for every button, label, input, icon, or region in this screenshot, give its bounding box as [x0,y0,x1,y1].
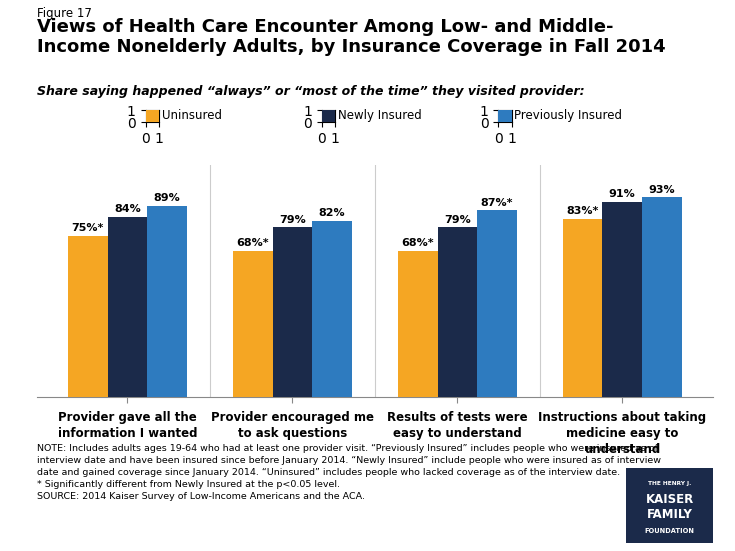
Text: 68%*: 68%* [237,239,269,249]
Text: Share saying happened “always” or “most of the time” they visited provider:: Share saying happened “always” or “most … [37,85,584,99]
Text: 87%*: 87%* [481,198,513,208]
Bar [68,236,107,397]
Bar [107,217,147,397]
Text: THE HENRY J.: THE HENRY J. [648,480,692,486]
Text: Figure 17: Figure 17 [37,7,92,20]
Text: 84%: 84% [114,204,141,214]
Text: 82%: 82% [319,208,345,218]
Text: KAISER: KAISER [645,493,694,506]
Text: 93%: 93% [648,185,675,195]
Text: 89%: 89% [154,193,180,203]
Text: Uninsured: Uninsured [162,109,222,122]
Text: 83%*: 83%* [567,206,599,217]
Bar [603,202,642,397]
Text: 91%: 91% [609,189,636,199]
Text: FAMILY: FAMILY [647,508,692,521]
Text: Newly Insured: Newly Insured [338,109,422,122]
Text: 68%*: 68%* [401,239,434,249]
Bar [437,228,477,397]
Bar [147,206,187,397]
Text: 79%: 79% [279,215,306,225]
Text: FOUNDATION: FOUNDATION [645,528,695,534]
Text: 75%*: 75%* [72,224,104,234]
Bar [233,251,273,397]
Bar [563,219,603,397]
Bar [398,251,437,397]
Text: 79%: 79% [444,215,470,225]
Bar [642,197,681,397]
Bar [273,228,312,397]
Text: Previously Insured: Previously Insured [514,109,623,122]
Bar [312,221,352,397]
Text: Views of Health Care Encounter Among Low- and Middle-
Income Nonelderly Adults, : Views of Health Care Encounter Among Low… [37,18,665,56]
Bar [477,210,517,397]
Text: NOTE: Includes adults ages 19-64 who had at least one provider visit. “Previousl: NOTE: Includes adults ages 19-64 who had… [37,444,661,501]
